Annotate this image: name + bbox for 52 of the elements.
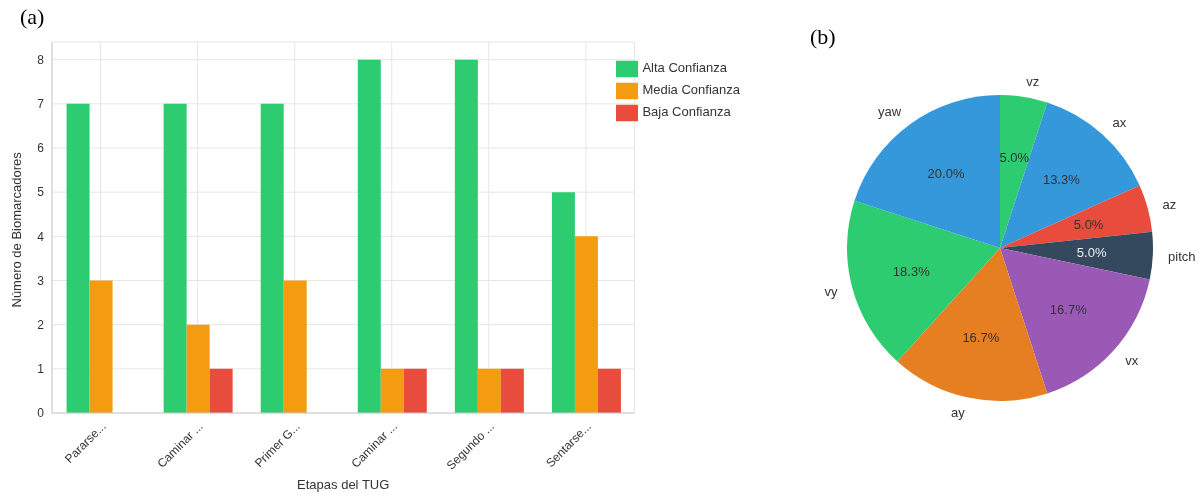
data-label: 5.0% — [999, 149, 1030, 165]
bar — [403, 368, 427, 413]
slice-label: ax — [1112, 115, 1127, 131]
bar — [66, 103, 90, 413]
slice-label: yaw — [877, 104, 902, 120]
y-tick-label: 3 — [37, 273, 45, 288]
slice-label: vy — [824, 283, 838, 299]
bar — [597, 368, 621, 413]
bar — [574, 236, 598, 413]
bar — [209, 368, 233, 413]
data-label: 16.7% — [1049, 301, 1088, 317]
y-tick-label: 7 — [37, 97, 45, 112]
x-axis-title: Etapas del TUG — [297, 477, 390, 492]
data-label: 20.0% — [927, 166, 965, 182]
bar — [500, 368, 524, 413]
bar — [186, 324, 210, 413]
slice-label: vx — [1125, 352, 1139, 368]
slice-label: ay — [951, 405, 966, 421]
chart-title: (a) — [20, 4, 45, 30]
bar — [357, 59, 381, 413]
y-tick-label: 5 — [37, 185, 45, 200]
y-tick-label: 8 — [37, 52, 45, 67]
legend-label: Media Confianza — [642, 82, 740, 98]
bar — [380, 368, 404, 413]
y-tick-label: 1 — [37, 362, 45, 377]
pie-slice — [1000, 185, 1153, 248]
pie-slice — [1000, 231, 1153, 280]
data-label: 5.0% — [1076, 245, 1107, 261]
bar — [163, 103, 187, 413]
data-label: 16.7% — [962, 330, 1000, 346]
slice-label: vz — [1026, 74, 1040, 90]
y-tick-label: 6 — [37, 141, 45, 156]
slice-label: pitch — [1168, 248, 1196, 264]
bar — [477, 368, 501, 413]
slice-label: az — [1162, 196, 1177, 212]
bar — [283, 280, 307, 413]
bar — [89, 280, 113, 413]
pie-slice — [1000, 248, 1150, 394]
data-label: 5.0% — [1073, 216, 1104, 232]
bar — [454, 59, 478, 413]
bar — [551, 192, 575, 413]
bar — [260, 103, 284, 413]
y-tick-label: 0 — [37, 406, 45, 421]
legend-label: Alta Confianza — [642, 60, 727, 76]
y-axis-title: Número de Biomarcadores — [8, 151, 24, 308]
chart-title: (b) — [810, 24, 836, 50]
y-tick-label: 2 — [37, 317, 45, 332]
pie-slice — [847, 200, 1000, 362]
legend-label: Baja Confianza — [642, 104, 731, 120]
data-label: 18.3% — [892, 264, 931, 280]
data-label: 13.3% — [1042, 172, 1081, 188]
y-tick-label: 4 — [37, 229, 45, 244]
